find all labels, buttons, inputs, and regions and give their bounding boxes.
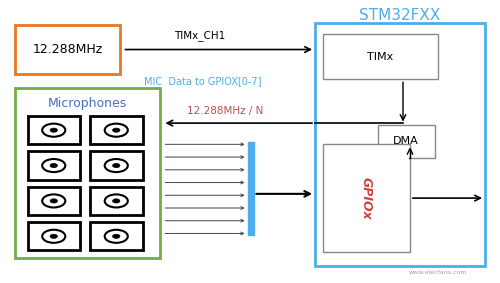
Bar [28,116,80,144]
Circle shape [42,159,66,172]
Circle shape [104,194,128,207]
Bar [315,23,485,266]
Circle shape [104,230,128,243]
Bar [28,222,80,250]
Bar [15,88,160,258]
Circle shape [42,194,66,207]
Circle shape [112,164,120,168]
Text: MIC  Data to GPIOX[0-7]: MIC Data to GPIOX[0-7] [144,76,261,86]
Bar [90,222,142,250]
Bar [90,116,142,144]
Bar [378,125,435,158]
Text: TIMx_CH1: TIMx_CH1 [174,30,226,41]
Circle shape [42,124,66,137]
Text: GPIOx: GPIOx [360,177,373,220]
Circle shape [112,128,120,132]
Circle shape [50,234,58,238]
Text: 12.288MHz: 12.288MHz [32,43,102,56]
Bar [90,151,142,180]
Text: TIMx: TIMx [367,52,393,62]
Circle shape [50,199,58,203]
Circle shape [42,230,66,243]
Bar [90,187,142,215]
Text: 12.288MHz / N: 12.288MHz / N [187,106,263,116]
Circle shape [104,159,128,172]
Circle shape [50,128,58,132]
Circle shape [112,199,120,203]
Bar [28,151,80,180]
Text: STM32FXX: STM32FXX [360,8,440,23]
Circle shape [104,124,128,137]
Text: DMA: DMA [394,136,419,147]
Text: www.elecfans.com: www.elecfans.com [408,269,467,275]
Bar [248,142,254,235]
Circle shape [112,234,120,238]
Bar [322,144,410,252]
Circle shape [50,164,58,168]
Bar [322,34,438,79]
Text: Microphones: Microphones [48,97,127,110]
Bar [28,187,80,215]
Bar [15,25,120,74]
